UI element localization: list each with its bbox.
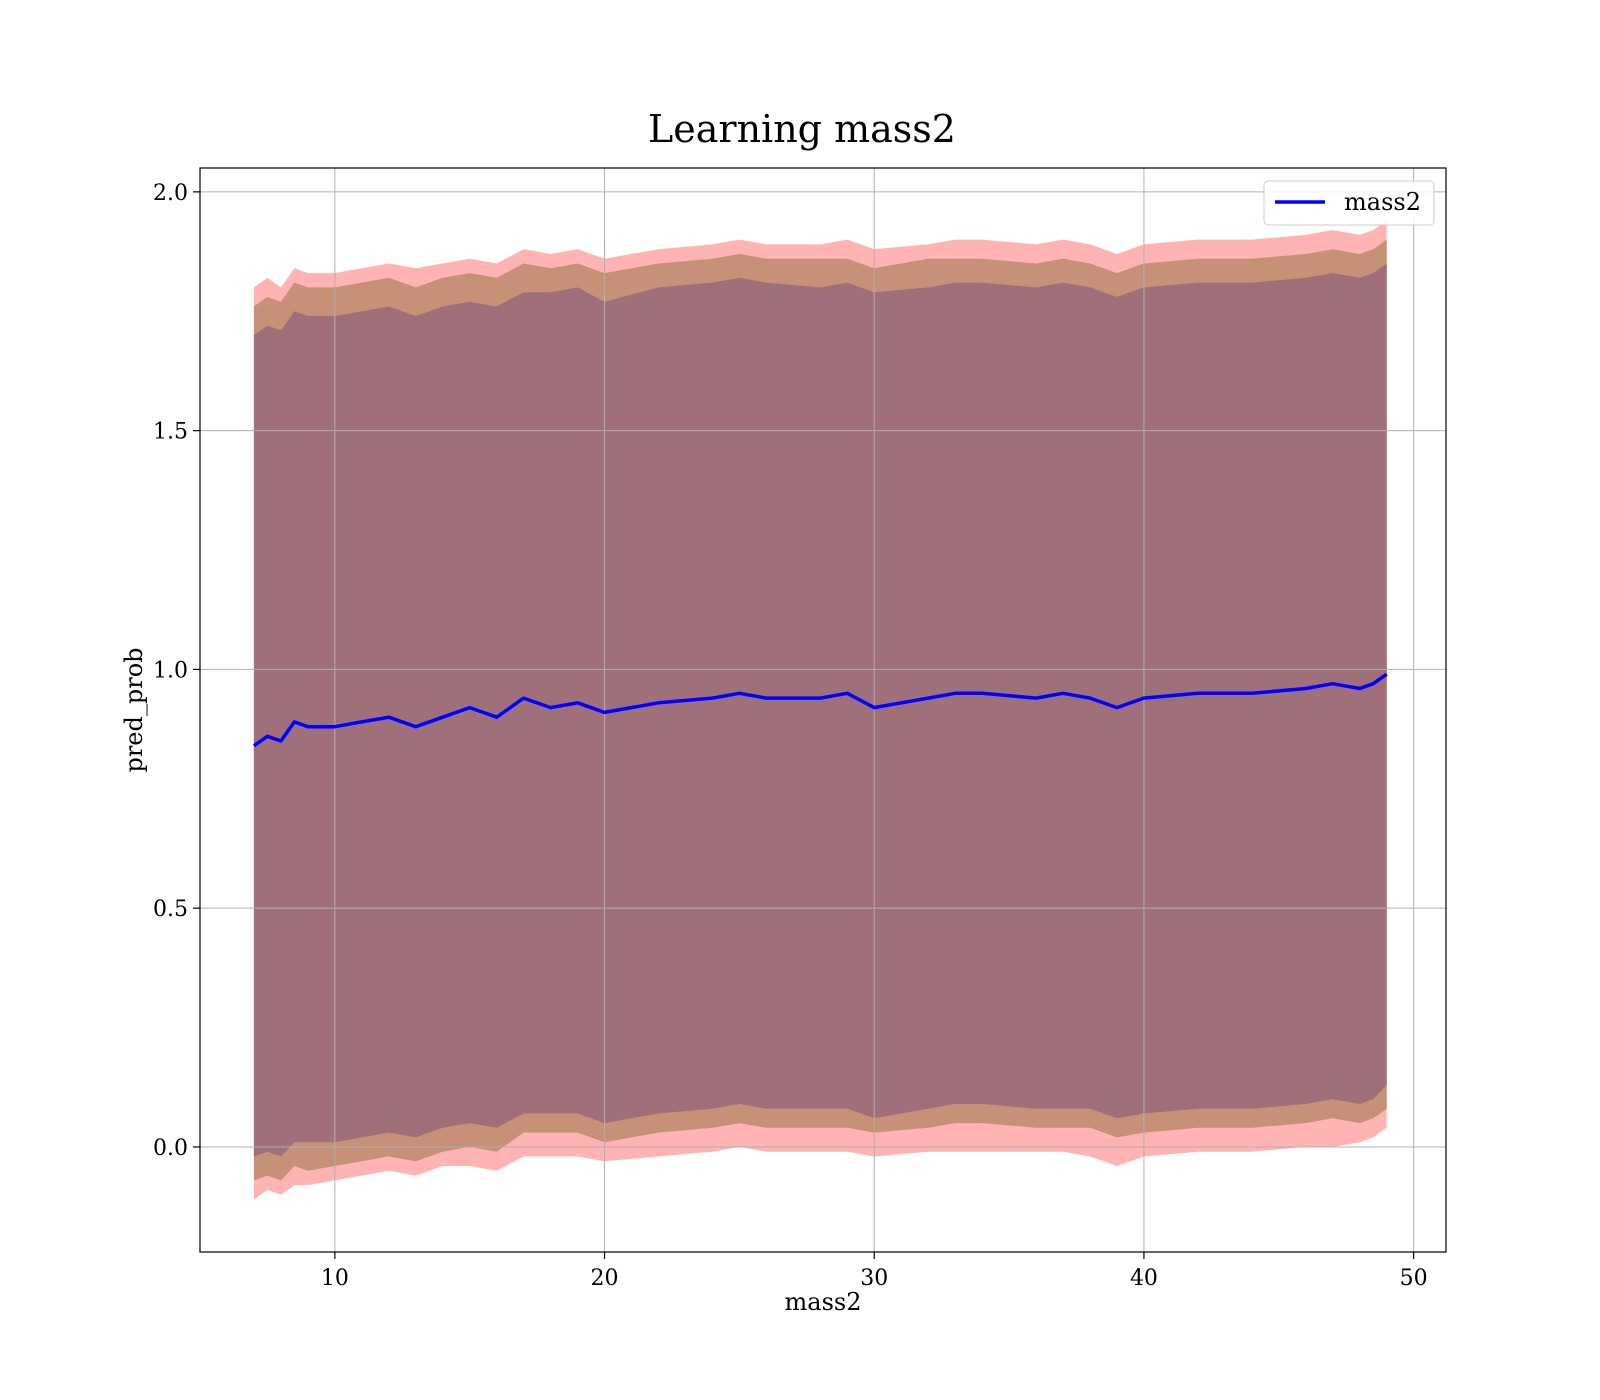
x-tick-label: 30 <box>860 1266 888 1291</box>
y-tick-label: 0.0 <box>153 1136 188 1161</box>
y-tick-label: 0.5 <box>153 897 188 922</box>
x-tick-label: 40 <box>1130 1266 1158 1291</box>
plot-frame <box>199 167 1447 1253</box>
x-tick-label: 20 <box>591 1266 619 1291</box>
y-tick-label: 2.0 <box>153 181 188 206</box>
x-axis-label: mass2 <box>785 1288 862 1316</box>
y-axis-label: pred_prob <box>120 647 148 772</box>
legend-box <box>1263 180 1435 226</box>
band-inner <box>253 263 1387 1157</box>
y-tick-label: 1.0 <box>153 658 188 683</box>
legend: mass2 <box>1263 180 1435 226</box>
x-tick-label: 10 <box>321 1266 349 1291</box>
y-tick-label: 1.5 <box>153 420 188 445</box>
chart-title: Learning mass2 <box>648 107 956 151</box>
x-tick-label: 50 <box>1400 1266 1428 1291</box>
legend-label-mass2: mass2 <box>1344 188 1421 216</box>
series-line-mass2 <box>252 672 1388 748</box>
